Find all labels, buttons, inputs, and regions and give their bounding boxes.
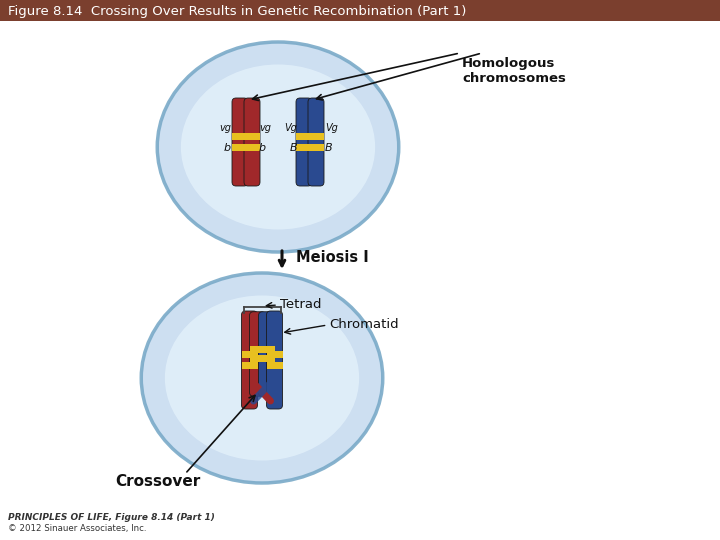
Bar [250, 346, 266, 353]
Text: Meiosis I: Meiosis I [296, 251, 369, 266]
Bar [308, 144, 324, 151]
FancyBboxPatch shape [258, 312, 274, 396]
FancyBboxPatch shape [232, 98, 248, 186]
Ellipse shape [165, 295, 359, 461]
FancyBboxPatch shape [296, 98, 312, 186]
Bar [244, 144, 260, 151]
Bar [308, 133, 324, 140]
Bar [232, 144, 248, 151]
Bar [241, 362, 258, 368]
Text: Crossover: Crossover [115, 475, 200, 489]
Text: Tetrad: Tetrad [280, 299, 322, 312]
Text: Vg: Vg [284, 123, 297, 133]
Bar [250, 355, 266, 362]
Text: Chromatid: Chromatid [330, 319, 399, 332]
Bar [0, 0, 720, 21]
Bar [258, 355, 274, 362]
Text: Homologous
chromosomes: Homologous chromosomes [462, 57, 566, 85]
Bar [258, 346, 274, 353]
FancyBboxPatch shape [244, 98, 260, 186]
Text: b: b [224, 143, 231, 153]
Text: b: b [259, 143, 266, 153]
Ellipse shape [157, 42, 399, 252]
Text: © 2012 Sinauer Associates, Inc.: © 2012 Sinauer Associates, Inc. [8, 523, 146, 532]
Bar [244, 133, 260, 140]
Text: vg: vg [219, 123, 231, 133]
Text: vg: vg [259, 123, 271, 133]
Text: PRINCIPLES OF LIFE, Figure 8.14 (Part 1): PRINCIPLES OF LIFE, Figure 8.14 (Part 1) [8, 514, 215, 523]
FancyBboxPatch shape [241, 311, 258, 409]
FancyBboxPatch shape [308, 98, 324, 186]
Bar [296, 144, 312, 151]
Bar [296, 133, 312, 140]
Text: Vg: Vg [325, 123, 338, 133]
Text: B: B [289, 143, 297, 153]
Text: B: B [325, 143, 333, 153]
Ellipse shape [141, 273, 383, 483]
Bar [241, 352, 258, 357]
Bar [266, 362, 282, 368]
FancyBboxPatch shape [250, 312, 266, 396]
Text: Figure 8.14  Crossing Over Results in Genetic Recombination (Part 1): Figure 8.14 Crossing Over Results in Gen… [8, 4, 467, 17]
Bar [232, 133, 248, 140]
Ellipse shape [181, 64, 375, 230]
FancyBboxPatch shape [266, 311, 282, 409]
Bar [266, 352, 282, 357]
